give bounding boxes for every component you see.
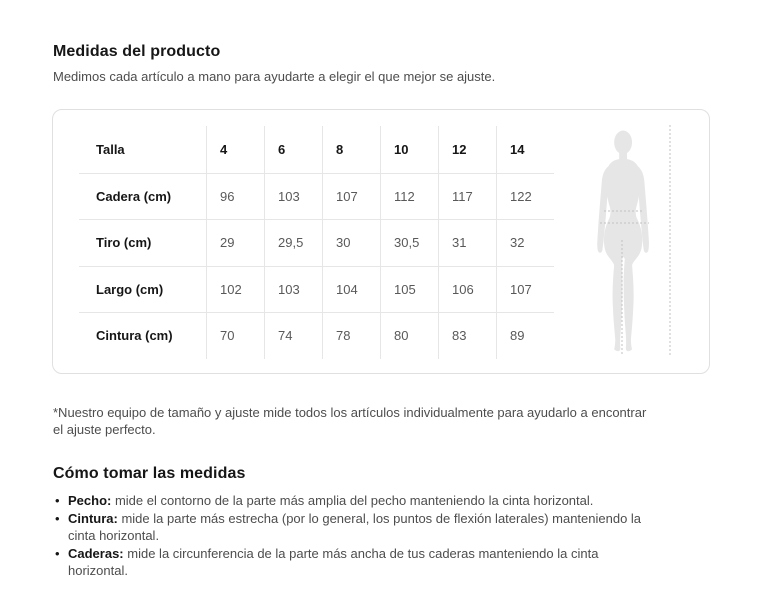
measurement-value-cell: 30 xyxy=(322,219,380,266)
size-guide-card: Talla 4 6 8 10 12 14 Cadera (cm) 96 103 107 112 117 1… xyxy=(52,109,710,374)
female-silhouette-icon xyxy=(597,125,671,355)
instruction-description: mide la parte más estrecha (por lo gener… xyxy=(68,510,642,544)
measurement-value-cell: 83 xyxy=(438,312,496,359)
measurement-value-cell: 107 xyxy=(322,172,380,219)
measurement-row-label: Cintura (cm) xyxy=(79,312,206,359)
measurement-row-label: Cadera (cm) xyxy=(79,172,206,220)
measurement-value-cell: 117 xyxy=(438,172,496,219)
instruction-item: Caderas: mide la circunferencia de la pa… xyxy=(53,545,653,580)
measurement-row-label: Tiro (cm) xyxy=(79,219,206,266)
measurement-value-cell: 122 xyxy=(496,172,554,219)
measurement-value-cell: 105 xyxy=(380,265,438,312)
figure-container xyxy=(581,117,701,362)
measurement-value-cell: 104 xyxy=(322,265,380,312)
size-column-header: 14 xyxy=(496,126,554,173)
instruction-term: Caderas: xyxy=(68,545,124,561)
measurement-value-cell: 96 xyxy=(206,172,264,219)
measurement-value-cell: 107 xyxy=(496,265,554,312)
size-table: Talla 4 6 8 10 12 14 Cadera (cm) 96 103 107 112 117 1… xyxy=(79,126,554,359)
measurement-value-cell: 102 xyxy=(206,265,264,312)
instruction-term: Cintura: xyxy=(68,510,118,526)
instruction-description: mide la circunferencia de la parte más a… xyxy=(68,545,599,579)
measurement-value-cell: 103 xyxy=(264,172,322,219)
measurement-value-cell: 29,5 xyxy=(264,219,322,266)
size-column-header: 10 xyxy=(380,126,438,173)
instruction-item: Pecho: mide el contorno de la parte más … xyxy=(53,492,653,510)
instruction-term: Pecho: xyxy=(68,493,112,508)
size-column-header: 12 xyxy=(438,126,496,173)
measurement-value-cell: 74 xyxy=(264,312,322,359)
instruction-description: mide el contorno de la parte más amplia … xyxy=(114,493,594,508)
measurement-value-cell: 80 xyxy=(380,312,438,359)
footnote: *Nuestro equipo de tamaño y ajuste mide … xyxy=(53,405,647,437)
size-guide-page: Medidas del producto Medimos cada artícu… xyxy=(52,43,717,580)
measurement-value-cell: 78 xyxy=(322,312,380,359)
measure-instructions: Pecho: mide el contorno de la parte más … xyxy=(53,492,653,580)
measurement-value-cell: 112 xyxy=(380,172,438,219)
page-title: Medidas del producto xyxy=(53,43,221,60)
size-column-header: 4 xyxy=(206,126,264,173)
measurement-value-cell: 29 xyxy=(206,219,264,266)
measurement-value-cell: 106 xyxy=(438,265,496,312)
size-table-header-label: Talla xyxy=(96,141,125,157)
size-column-header: 6 xyxy=(264,126,322,173)
measurement-row-label: Largo (cm) xyxy=(79,265,206,313)
instruction-item: Cintura: mide la parte más estrecha (por… xyxy=(53,510,653,545)
how-to-title: Cómo tomar las medidas xyxy=(53,465,246,482)
measurement-value-cell: 89 xyxy=(496,312,554,359)
page-subtitle: Medimos cada artículo a mano para ayudar… xyxy=(53,69,496,84)
measurement-value-cell: 70 xyxy=(206,312,264,359)
measurement-value-cell: 103 xyxy=(264,265,322,312)
measurement-value-cell: 32 xyxy=(496,219,554,266)
measurement-value-cell: 30,5 xyxy=(380,219,438,266)
measurement-value-cell: 31 xyxy=(438,219,496,266)
size-column-header: 8 xyxy=(322,126,380,173)
